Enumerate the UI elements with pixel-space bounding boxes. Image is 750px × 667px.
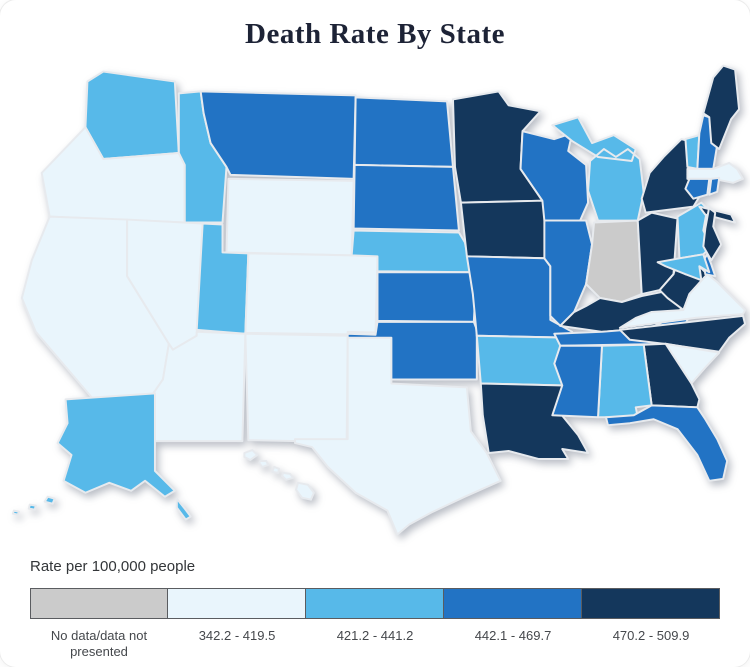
legend-bin-swatch [30,588,168,619]
state-ks [376,271,477,323]
legend-bin-label: No data/data not presented [50,628,148,660]
state-tx [294,330,502,536]
legend-bin-swatch [167,588,306,619]
legend-bin-swatch [443,588,582,619]
legend-bin-label: 470.2 - 509.9 [612,628,690,643]
legend-bin-swatch [581,588,720,619]
state-fl [604,404,729,482]
legend-bin: 421.2 - 441.2 [305,588,444,661]
state-nj [702,205,723,262]
legend-bin-label: 442.1 - 469.7 [474,628,552,643]
state-ak [11,392,192,521]
state-md [656,253,711,282]
legend-bin: No data/data not presented [30,588,168,661]
legend-bin-label: 421.2 - 441.2 [336,628,414,643]
state-in [585,219,643,304]
state-ms [551,344,603,419]
states-group [11,64,747,536]
legend-title: Rate per 100,000 people [30,558,196,575]
state-hi [243,449,315,501]
state-nc [618,314,747,353]
legend-bin: 342.2 - 419.5 [167,588,306,661]
state-ia [459,199,558,260]
us-choropleth-map [11,64,747,536]
state-ct [684,177,711,200]
legend-bin-swatch [305,588,444,619]
state-me [702,64,741,151]
state-nm [244,332,349,444]
state-co [244,252,379,336]
state-nd [353,96,454,168]
legend-bin-label: 342.2 - 419.5 [198,628,276,643]
state-sd [352,163,460,232]
state-ri [708,176,721,196]
state-wy [225,177,355,257]
state-wa [84,70,180,160]
state-al [597,343,653,419]
state-mi [551,116,645,222]
legend-bin: 442.1 - 469.7 [443,588,582,661]
legend-bin: 470.2 - 509.9 [581,588,720,661]
legend-bar: No data/data not presented 342.2 - 419.5 4… [30,588,720,661]
page-title: Death Rate By State [245,18,505,50]
state-ok [346,320,478,381]
legend: Rate per 100,000 people No data/data not… [30,558,720,661]
state-va [618,273,747,329]
